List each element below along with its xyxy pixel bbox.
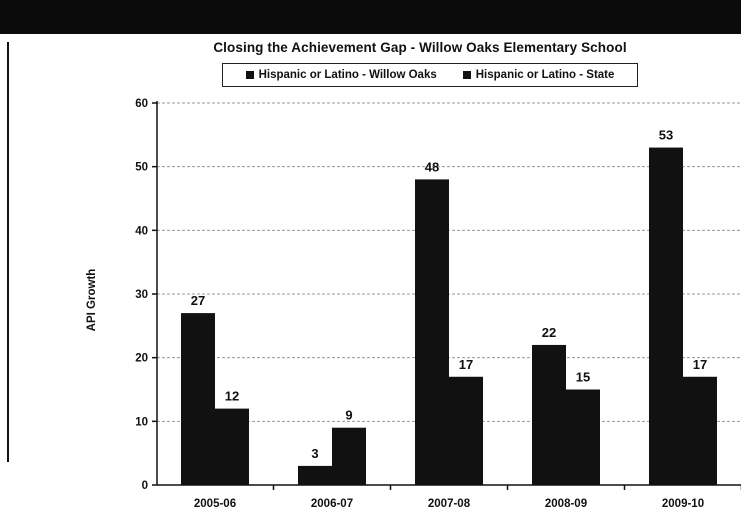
top-black-band (0, 0, 741, 34)
bar-series-1-2008-09 (532, 344, 566, 485)
legend-swatch-series-1 (245, 71, 254, 79)
bar-series-2-2008-09 (566, 389, 600, 485)
bar-series-2-2005-06 (215, 408, 249, 485)
y-tick-label: 50 (135, 162, 148, 174)
y-tick-label: 20 (135, 353, 148, 365)
bar-series-2-2009-10 (683, 376, 717, 485)
x-tick-label: 2005-06 (194, 498, 236, 510)
y-tick-label: 10 (135, 416, 148, 428)
y-tick-label: 40 (135, 225, 148, 237)
left-vertical-rule (7, 42, 9, 462)
data-label: 12 (225, 389, 239, 404)
bar-series-1-2005-06 (181, 313, 215, 485)
legend-swatch-series-2 (462, 71, 471, 79)
data-label: 17 (459, 357, 473, 372)
data-label: 3 (311, 446, 318, 461)
data-label: 53 (659, 128, 673, 143)
bar-series-2-2007-08 (449, 376, 483, 485)
x-tick-label: 2008-09 (545, 498, 587, 510)
y-tick-label: 0 (142, 480, 148, 492)
data-label: 9 (345, 408, 352, 423)
bar-series-1-2007-08 (415, 179, 449, 485)
x-tick-label: 2009-10 (662, 498, 704, 510)
legend-item-series-1: Hispanic or Latino - Willow Oaks (245, 69, 437, 81)
data-label: 22 (542, 325, 556, 340)
legend-label-series-2: Hispanic or Latino - State (475, 69, 615, 81)
bar-series-1-2006-07 (298, 465, 332, 485)
data-label: 17 (693, 357, 707, 372)
x-tick-label: 2007-08 (428, 498, 471, 510)
chart-legend: Hispanic or Latino - Willow Oaks Hispani… (222, 63, 638, 87)
bar-series-1-2009-10 (649, 147, 683, 486)
x-tick-label: 2006-07 (311, 498, 353, 510)
legend-label-series-1: Hispanic or Latino - Willow Oaks (258, 69, 437, 81)
chart-title: Closing the Achievement Gap - Willow Oak… (213, 40, 627, 55)
y-tick-label: 60 (135, 98, 148, 110)
data-label: 27 (191, 293, 205, 308)
y-tick-label: 30 (135, 289, 148, 301)
legend-item-series-2: Hispanic or Latino - State (462, 69, 615, 81)
data-label: 15 (576, 370, 590, 385)
bar-series-2-2006-07 (332, 427, 366, 485)
data-label: 48 (425, 159, 439, 174)
